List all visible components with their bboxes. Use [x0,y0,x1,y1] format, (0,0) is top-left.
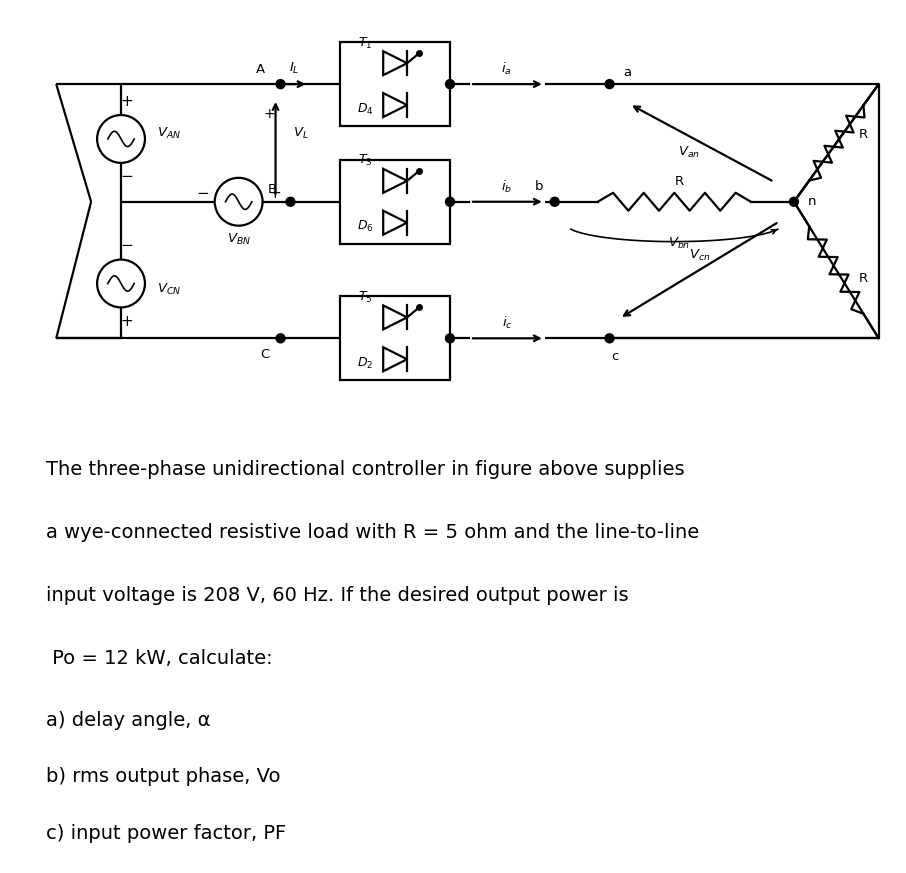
Text: R: R [859,128,868,141]
Text: b) rms output phase, Vo: b) rms output phase, Vo [46,767,281,787]
Text: −: − [120,238,133,253]
Text: a wye-connected resistive load with R = 5 ohm and the line-to-line: a wye-connected resistive load with R = … [46,523,699,542]
Text: $i_b$: $i_b$ [501,179,513,195]
Text: −: − [197,186,209,202]
Text: $V_{BN}$: $V_{BN}$ [226,232,251,247]
Text: $D_6$: $D_6$ [357,219,373,234]
Text: a: a [623,65,631,79]
Text: c) input power factor, PF: c) input power factor, PF [46,824,286,843]
Text: Po = 12 kW, calculate:: Po = 12 kW, calculate: [46,649,273,668]
Text: $i_c$: $i_c$ [502,315,512,332]
Bar [341,297,450,380]
Circle shape [446,79,455,89]
Text: +: + [264,107,275,121]
Text: a) delay angle, α: a) delay angle, α [46,711,211,730]
Text: c: c [611,350,618,363]
Text: +: + [120,314,133,329]
Text: $V_{cn}$: $V_{cn}$ [689,248,710,263]
Text: $V_{CN}$: $V_{CN}$ [157,282,181,297]
Circle shape [446,197,455,206]
Circle shape [446,333,455,343]
Text: b: b [535,181,543,193]
Text: R: R [675,175,684,189]
Circle shape [605,333,614,343]
Text: The three-phase unidirectional controller in figure above supplies: The three-phase unidirectional controlle… [46,460,685,479]
Circle shape [276,333,285,343]
Circle shape [550,197,559,206]
Text: +: + [120,93,133,108]
Circle shape [286,197,295,206]
Bar [341,42,450,126]
Text: $i_a$: $i_a$ [501,61,512,77]
Text: $V_L$: $V_L$ [294,126,309,141]
Text: R: R [859,272,868,285]
Text: $D_2$: $D_2$ [357,355,373,371]
Text: A: A [256,63,265,76]
Circle shape [789,197,798,206]
Text: $V_{AN}$: $V_{AN}$ [157,126,181,141]
Text: $D_4$: $D_4$ [357,101,373,117]
Text: $I_L$: $I_L$ [289,60,300,76]
Text: +: + [268,186,281,202]
Circle shape [605,79,614,89]
Text: B: B [268,183,277,196]
Text: n: n [808,196,816,209]
Text: $V_{an}$: $V_{an}$ [679,146,700,161]
Text: −: − [120,169,133,184]
Text: C: C [260,347,269,361]
Text: input voltage is 208 V, 60 Hz. If the desired output power is: input voltage is 208 V, 60 Hz. If the de… [46,586,629,605]
Text: $T_5$: $T_5$ [358,290,372,305]
Text: $T_1$: $T_1$ [358,36,372,51]
Bar [341,160,450,244]
Text: $V_{bn}$: $V_{bn}$ [669,236,690,251]
Circle shape [276,79,285,89]
Text: $T_3$: $T_3$ [358,154,372,168]
